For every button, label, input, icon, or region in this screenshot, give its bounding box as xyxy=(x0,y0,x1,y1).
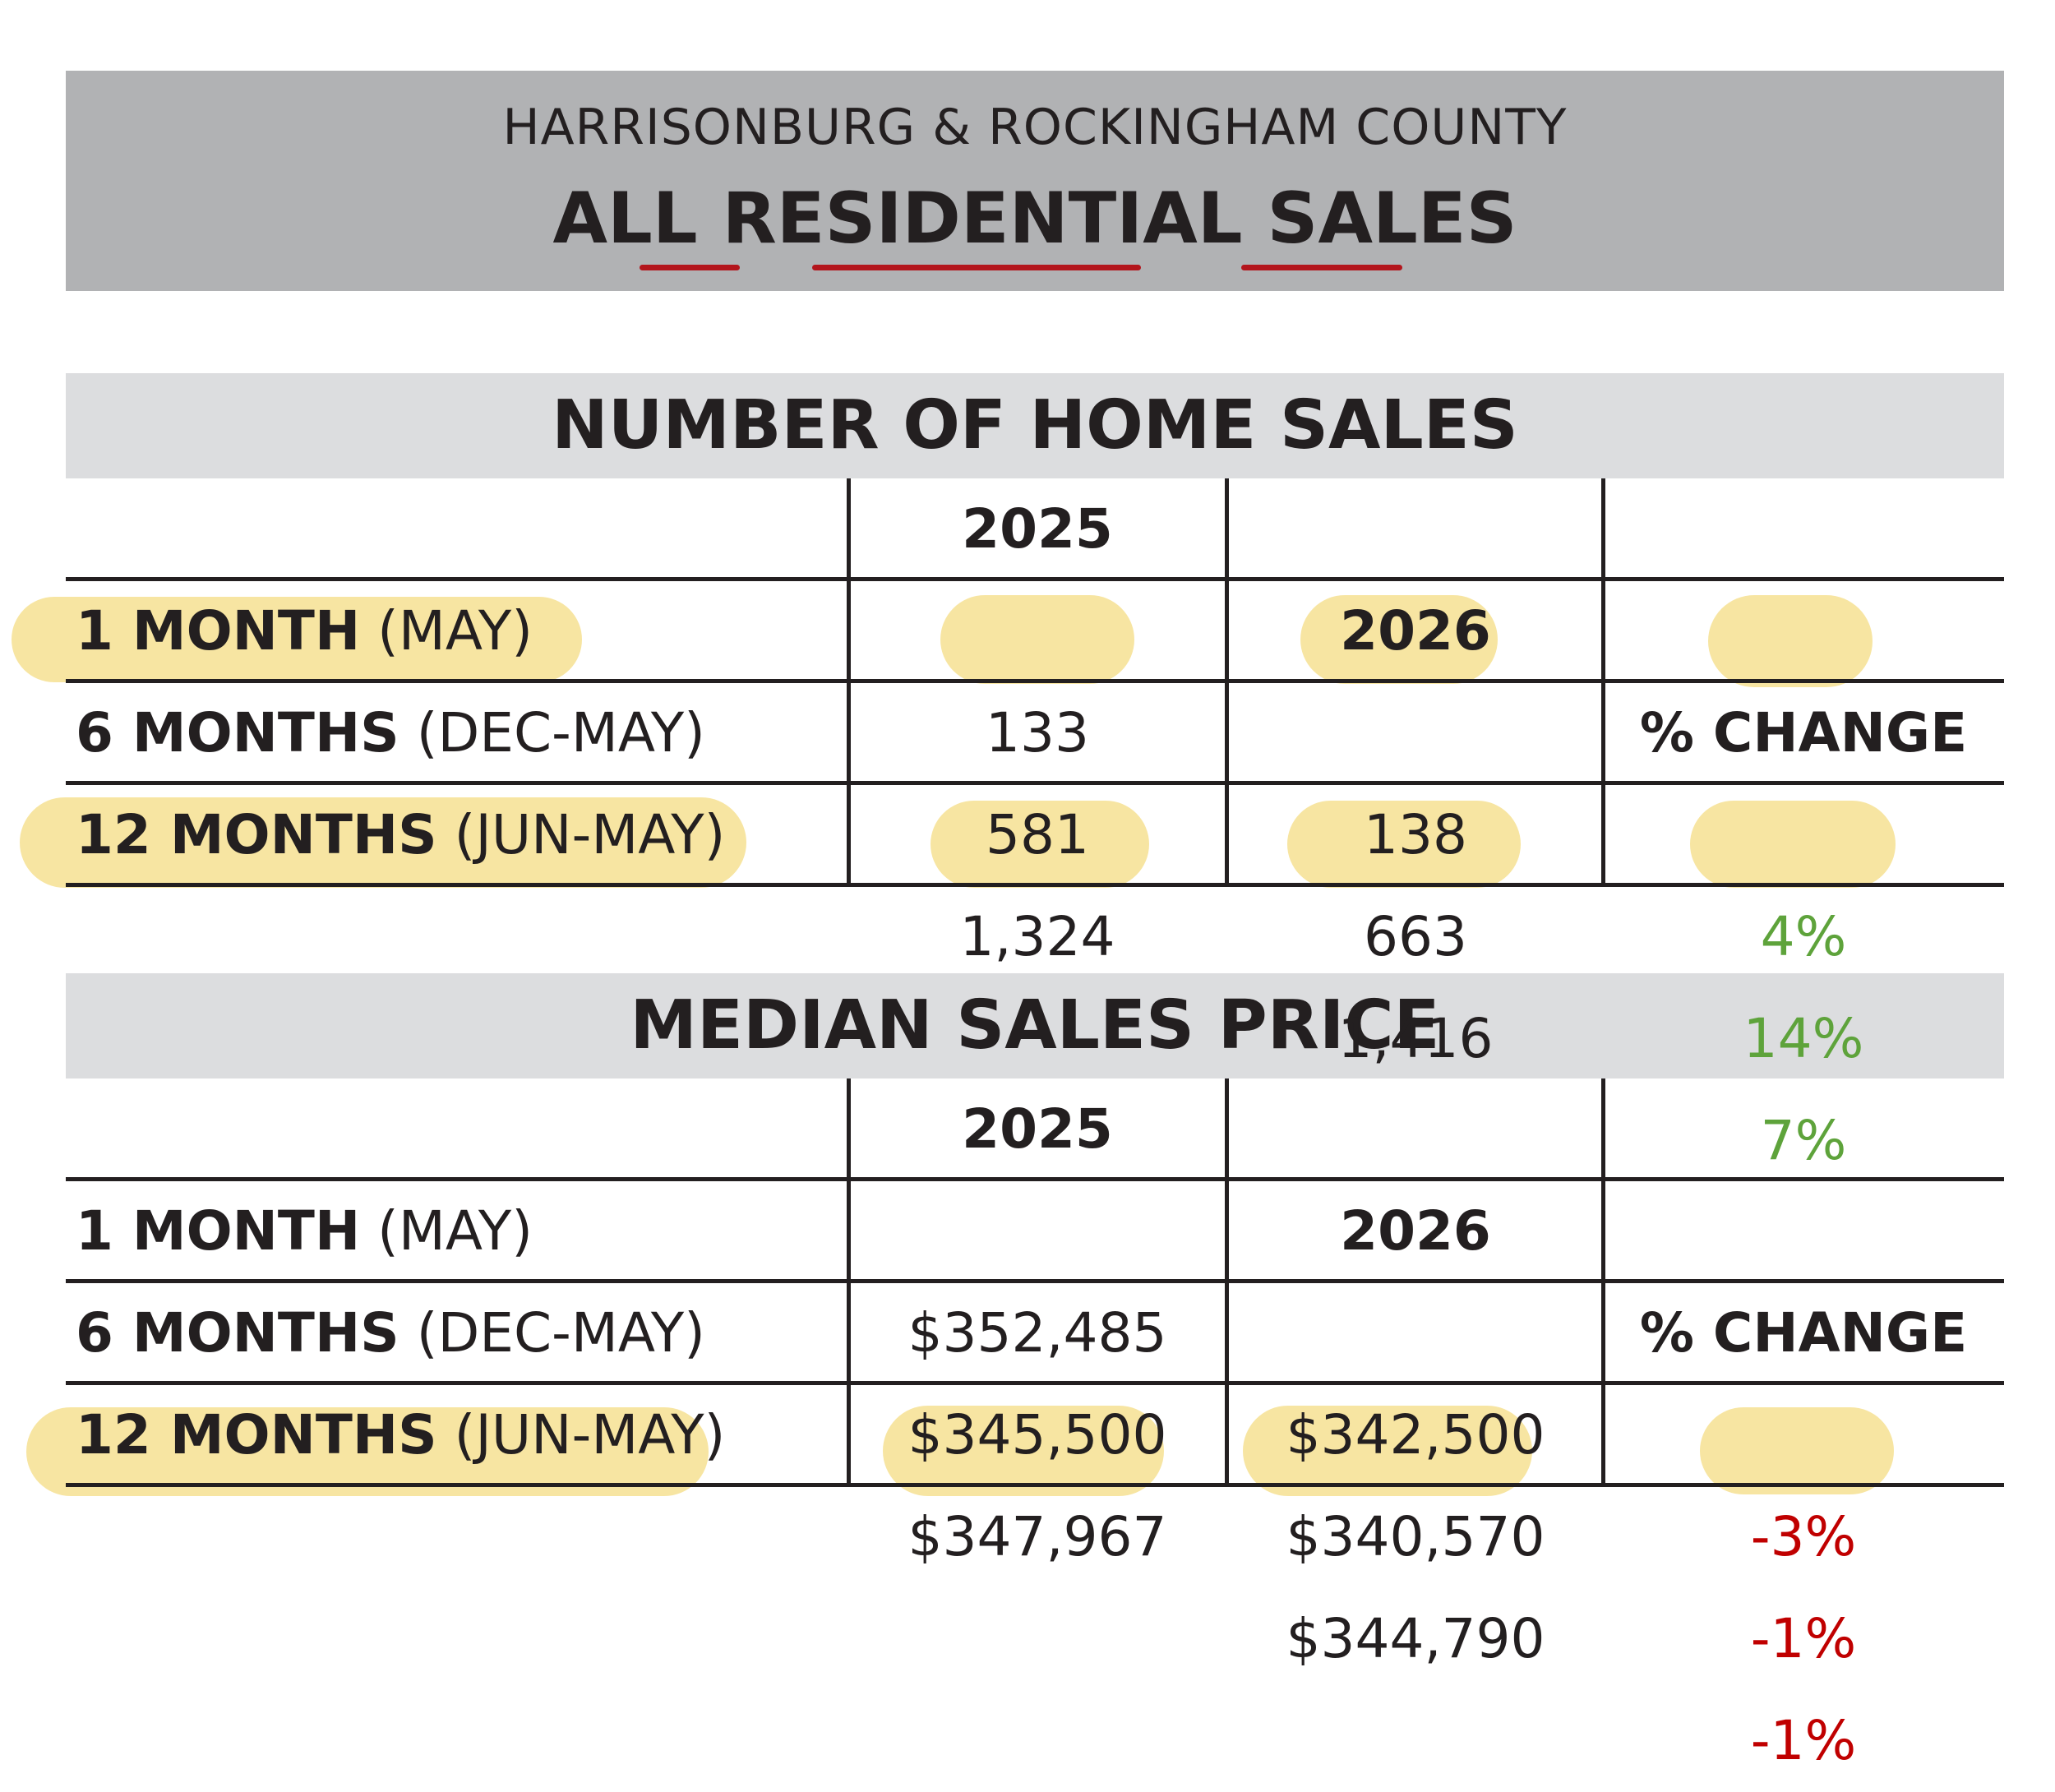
value-2025: $347,967 xyxy=(907,1505,1167,1568)
row-divider xyxy=(66,577,2004,581)
report-header: HARRISONBURG & ROCKINGHAM COUNTY ALL RES… xyxy=(66,71,2004,291)
column-divider xyxy=(1601,1078,1605,1487)
value-2025: 1,324 xyxy=(959,905,1115,968)
highlight-marker xyxy=(1287,801,1521,888)
highlight-marker xyxy=(1708,595,1873,687)
value-2025: 581 xyxy=(986,803,1089,866)
period-label: 12 MONTHS xyxy=(76,1403,437,1466)
value-2025: $345,500 xyxy=(907,1403,1167,1466)
period-label: 1 MONTH xyxy=(76,1199,361,1263)
title-underline-all xyxy=(640,265,740,270)
period-label: 6 MONTHS xyxy=(76,701,399,764)
row-divider xyxy=(66,781,2004,785)
period-range: (JUN-MAY) xyxy=(454,1403,726,1466)
highlight-marker xyxy=(1300,595,1498,684)
column-divider xyxy=(847,478,851,887)
table-row: 6 MONTHS (DEC-MAY) 581 663 14% xyxy=(66,682,2004,1070)
region-name: HARRISONBURG & ROCKINGHAM COUNTY xyxy=(502,99,1568,156)
highlight-marker xyxy=(1243,1406,1532,1496)
period-label: 12 MONTHS xyxy=(76,803,437,866)
highlight-marker xyxy=(931,801,1149,888)
column-header-2026: 2026 xyxy=(1340,1199,1491,1263)
title-underline-residential xyxy=(812,265,1141,270)
table-row: 1 MONTH (MAY) 133 138 4% xyxy=(66,580,2004,968)
report-title: ALL RESIDENTIAL SALES xyxy=(552,178,1517,260)
row-divider xyxy=(66,1279,2004,1283)
highlight-marker xyxy=(883,1406,1164,1496)
value-2026: $340,570 xyxy=(1286,1505,1545,1568)
highlight-marker xyxy=(1690,801,1896,888)
percent-change: -1% xyxy=(1750,1607,1857,1670)
column-divider xyxy=(1225,478,1229,887)
highlight-marker xyxy=(20,797,746,888)
period-range: (MAY) xyxy=(377,599,533,663)
row-divider xyxy=(66,1177,2004,1181)
column-header-2025: 2025 xyxy=(962,1097,1113,1161)
percent-change: 7% xyxy=(1760,1109,1847,1172)
period-label: 6 MONTHS xyxy=(76,1301,399,1365)
column-header-row: 2025 2026 % CHANGE xyxy=(66,478,2004,764)
column-divider xyxy=(1601,478,1605,887)
highlight-marker xyxy=(26,1407,709,1496)
value-2026: $342,500 xyxy=(1286,1403,1545,1466)
title-underline-sales xyxy=(1241,265,1402,270)
section-title: NUMBER OF HOME SALES xyxy=(66,373,2004,478)
percent-change: -1% xyxy=(1750,1709,1857,1772)
column-header-2026: 2026 xyxy=(1340,599,1491,663)
period-range: (DEC-MAY) xyxy=(416,1301,705,1365)
column-divider xyxy=(847,1078,851,1487)
row-divider xyxy=(66,1381,2004,1385)
value-2025: $352,485 xyxy=(907,1301,1167,1365)
period-label: 1 MONTH xyxy=(76,599,361,663)
period-range: (DEC-MAY) xyxy=(416,701,705,764)
value-2026: 138 xyxy=(1364,803,1467,866)
column-header-row: 2025 2026 % CHANGE xyxy=(66,1078,2004,1365)
column-header-change: % CHANGE xyxy=(1639,701,1968,764)
column-header-2025: 2025 xyxy=(962,497,1113,561)
column-divider xyxy=(1225,1078,1229,1487)
percent-change: 14% xyxy=(1743,1007,1864,1070)
period-range: (MAY) xyxy=(377,1199,533,1263)
value-2026: $344,790 xyxy=(1286,1607,1545,1670)
table-row: 12 MONTHS (JUN-MAY) 1,324 1,416 7% xyxy=(66,784,2004,1172)
section-title: MEDIAN SALES PRICE xyxy=(66,973,2004,1078)
home-sales-section: NUMBER OF HOME SALES 2025 2026 % CHANGE … xyxy=(12,373,2004,1172)
table-row: 1 MONTH (MAY) $352,485 $342,500 -3% xyxy=(66,1180,2004,1568)
percent-change: -3% xyxy=(1750,1505,1857,1568)
highlight-marker xyxy=(940,595,1134,684)
row-divider xyxy=(66,883,2004,887)
highlight-marker xyxy=(12,597,582,682)
value-2025: 133 xyxy=(986,701,1089,764)
period-range: (JUN-MAY) xyxy=(454,803,726,866)
percent-change: 4% xyxy=(1760,905,1847,968)
column-header-change: % CHANGE xyxy=(1639,1301,1968,1365)
value-2026: 1,416 xyxy=(1337,1007,1494,1070)
highlight-marker xyxy=(1700,1407,1894,1494)
row-divider xyxy=(66,679,2004,683)
value-2026: 663 xyxy=(1364,905,1467,968)
row-divider xyxy=(66,1483,2004,1487)
